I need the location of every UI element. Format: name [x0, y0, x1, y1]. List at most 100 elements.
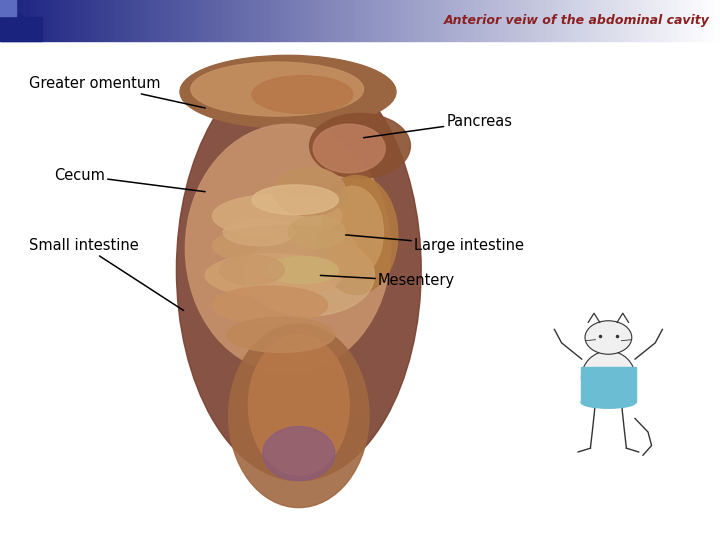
Ellipse shape	[288, 216, 346, 248]
Bar	[365, 0, 367, 40]
Bar	[706, 0, 708, 40]
Bar	[17, 0, 19, 40]
Bar	[473, 0, 475, 40]
Bar	[77, 0, 79, 40]
Bar	[718, 0, 720, 40]
Bar	[326, 0, 329, 40]
Bar	[595, 0, 598, 40]
Bar	[223, 0, 225, 40]
Bar	[45, 0, 48, 40]
Bar	[24, 0, 27, 40]
Bar	[495, 0, 497, 40]
Bar	[89, 0, 91, 40]
Bar	[605, 0, 607, 40]
Bar	[617, 0, 619, 40]
Ellipse shape	[191, 62, 364, 116]
Bar	[418, 0, 420, 40]
Bar	[235, 0, 238, 40]
Bar	[578, 0, 581, 40]
Bar	[288, 0, 290, 40]
Ellipse shape	[313, 124, 385, 173]
Bar	[657, 0, 660, 40]
Bar	[199, 0, 202, 40]
Bar	[153, 0, 156, 40]
Bar	[518, 0, 521, 40]
Bar	[432, 0, 434, 40]
Text: Mesentery: Mesentery	[320, 273, 455, 288]
Bar	[142, 0, 144, 40]
Ellipse shape	[205, 254, 342, 297]
Bar	[540, 0, 542, 40]
Bar	[437, 0, 439, 40]
Bar	[187, 0, 189, 40]
Bar	[108, 0, 110, 40]
Bar	[240, 0, 243, 40]
Bar	[302, 0, 305, 40]
Bar	[662, 0, 665, 40]
Bar	[50, 0, 53, 40]
Bar	[612, 0, 614, 40]
Ellipse shape	[186, 124, 391, 373]
Bar	[394, 0, 396, 40]
Bar	[715, 0, 718, 40]
Ellipse shape	[310, 113, 410, 178]
Ellipse shape	[252, 76, 353, 113]
Bar	[0, 0, 16, 16]
Bar	[610, 0, 612, 40]
Bar	[38, 0, 41, 40]
Bar	[43, 0, 45, 40]
Bar	[115, 0, 117, 40]
Bar	[590, 0, 593, 40]
Bar	[660, 0, 662, 40]
Bar	[401, 0, 403, 40]
Bar	[636, 0, 639, 40]
Bar	[319, 0, 322, 40]
Bar	[355, 0, 358, 40]
Bar	[629, 0, 631, 40]
Bar	[146, 0, 149, 40]
Bar	[5, 0, 7, 40]
Bar	[425, 0, 427, 40]
Bar	[379, 0, 382, 40]
Bar	[415, 0, 418, 40]
Bar	[382, 0, 384, 40]
Bar	[701, 0, 703, 40]
Bar	[360, 0, 362, 40]
Bar	[55, 0, 58, 40]
Ellipse shape	[220, 255, 284, 285]
Bar	[634, 0, 636, 40]
Bar	[454, 0, 456, 40]
Bar	[317, 0, 319, 40]
Bar	[329, 0, 331, 40]
Bar	[655, 0, 657, 40]
Bar	[667, 0, 670, 40]
Bar	[463, 0, 466, 40]
Bar	[53, 0, 55, 40]
Bar	[679, 0, 682, 40]
Bar	[110, 0, 113, 40]
Bar	[266, 0, 269, 40]
Ellipse shape	[248, 335, 349, 475]
Ellipse shape	[581, 396, 636, 408]
Bar	[593, 0, 595, 40]
Bar	[643, 0, 646, 40]
Bar	[686, 0, 689, 40]
Bar	[238, 0, 240, 40]
Bar	[670, 0, 672, 40]
Bar	[72, 0, 74, 40]
Bar	[67, 0, 70, 40]
Bar	[466, 0, 468, 40]
Bar	[130, 0, 132, 40]
Bar	[31, 0, 34, 40]
Bar	[216, 0, 218, 40]
Bar	[91, 0, 94, 40]
Bar	[631, 0, 634, 40]
Bar	[274, 0, 276, 40]
Bar	[446, 0, 449, 40]
Bar	[29, 0, 31, 40]
Bar	[434, 0, 437, 40]
Bar	[511, 0, 513, 40]
Bar	[581, 0, 583, 40]
Ellipse shape	[315, 176, 397, 294]
Bar	[182, 0, 185, 40]
